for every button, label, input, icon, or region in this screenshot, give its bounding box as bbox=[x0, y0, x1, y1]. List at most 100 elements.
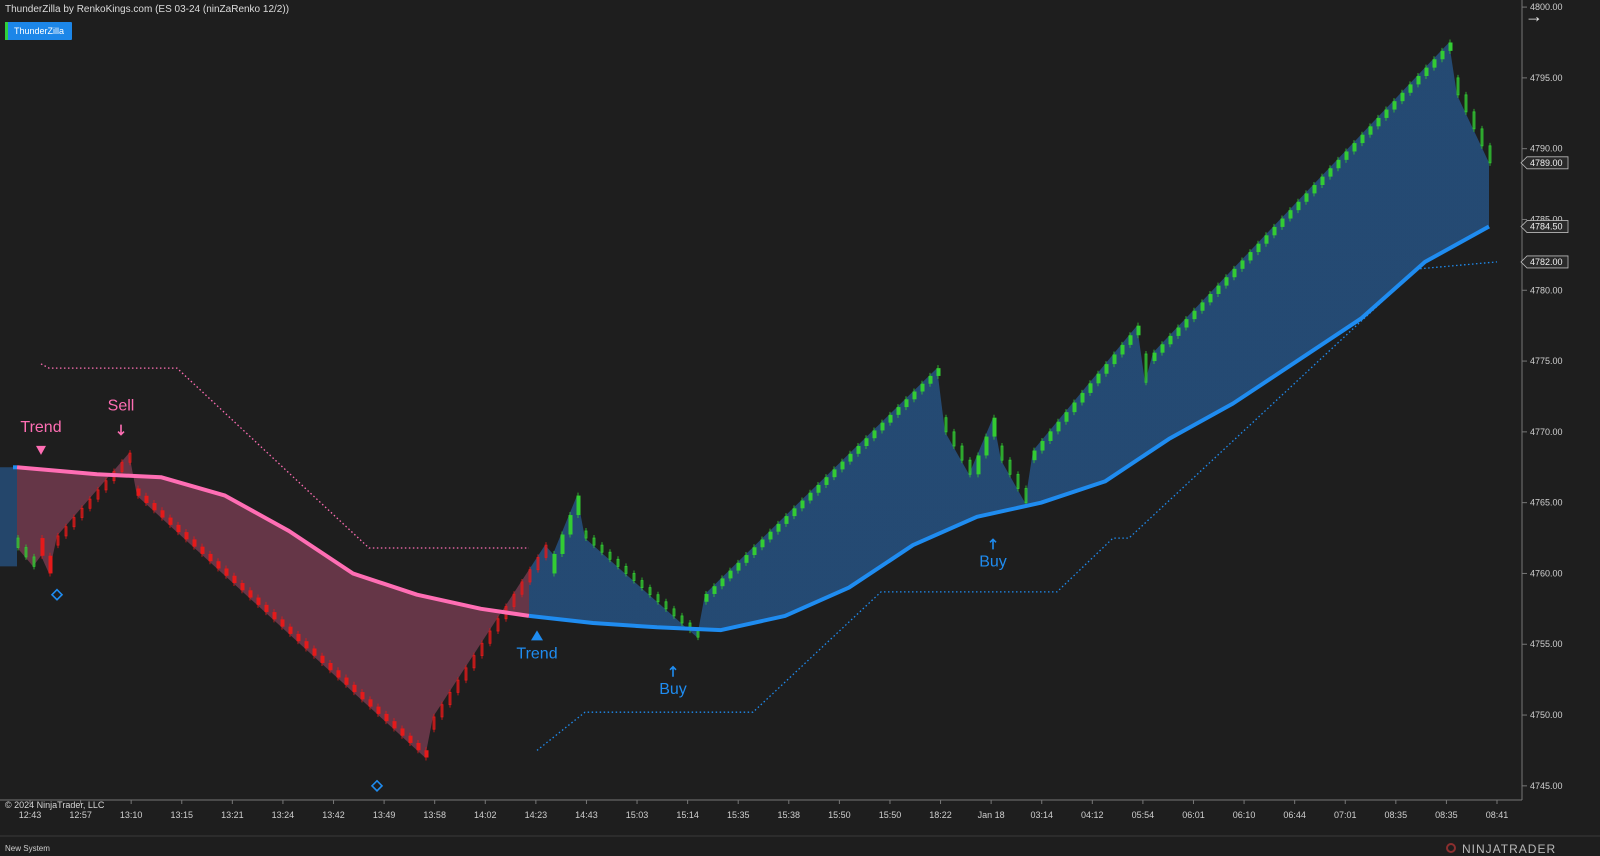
y-tick-label: 4760.00 bbox=[1530, 568, 1563, 578]
candle bbox=[1072, 402, 1077, 413]
x-tick-label: 13:21 bbox=[221, 810, 244, 820]
candle bbox=[312, 648, 317, 656]
x-tick-label: 06:01 bbox=[1182, 810, 1205, 820]
signal-label: Buy bbox=[659, 681, 687, 698]
candle bbox=[576, 495, 581, 516]
price-label-box bbox=[1520, 156, 1569, 170]
candle bbox=[1256, 243, 1261, 253]
candle bbox=[912, 391, 917, 400]
candle bbox=[48, 555, 53, 574]
indicator-badge[interactable]: ThunderZilla bbox=[5, 22, 73, 40]
x-tick-label: 08:35 bbox=[1385, 810, 1408, 820]
tab-label[interactable]: New System bbox=[5, 844, 50, 853]
candle bbox=[1056, 421, 1061, 432]
candle bbox=[32, 556, 36, 567]
candle bbox=[1296, 201, 1301, 211]
candle bbox=[288, 626, 293, 634]
candle bbox=[336, 670, 341, 678]
candle bbox=[1032, 450, 1037, 461]
candle bbox=[776, 523, 781, 532]
x-tick-label: 13:10 bbox=[120, 810, 143, 820]
candle bbox=[560, 534, 565, 554]
candle bbox=[1384, 109, 1389, 118]
candle bbox=[640, 580, 644, 589]
y-tick-label: 4765.00 bbox=[1530, 498, 1563, 508]
candle bbox=[344, 677, 349, 685]
candle bbox=[80, 507, 84, 518]
candle bbox=[1088, 383, 1093, 393]
candle bbox=[1456, 77, 1460, 96]
candle bbox=[856, 446, 861, 454]
price-label: 4784.50 bbox=[1530, 222, 1563, 232]
candle bbox=[816, 484, 821, 493]
candle bbox=[40, 538, 45, 556]
candle bbox=[592, 537, 596, 546]
x-tick-label: 13:42 bbox=[322, 810, 345, 820]
candle bbox=[64, 526, 68, 537]
candle bbox=[664, 601, 668, 610]
candle bbox=[952, 431, 956, 447]
candle bbox=[160, 510, 165, 518]
chart-title: ThunderZilla by RenkoKings.com (ES 03-24… bbox=[5, 4, 290, 15]
candle bbox=[1064, 412, 1069, 422]
candle bbox=[456, 679, 460, 693]
arrow-up-icon bbox=[669, 665, 677, 677]
candle bbox=[1440, 50, 1445, 60]
price-label-box bbox=[1520, 220, 1569, 233]
candle bbox=[784, 516, 789, 524]
candle bbox=[536, 557, 540, 571]
candle bbox=[824, 477, 829, 485]
candle bbox=[144, 495, 149, 504]
candle bbox=[424, 750, 429, 758]
arrow-right-icon[interactable]: → bbox=[1525, 6, 1543, 26]
candle bbox=[440, 704, 444, 718]
bear-stop-line bbox=[40, 363, 529, 549]
signal-label: Trend bbox=[20, 419, 61, 436]
candle bbox=[1080, 392, 1085, 403]
x-tick-label: 15:35 bbox=[727, 810, 750, 820]
x-tick-label: 08:41 bbox=[1486, 810, 1509, 820]
candle bbox=[1192, 310, 1197, 320]
candle bbox=[256, 597, 261, 605]
x-tick-label: 13:49 bbox=[373, 810, 396, 820]
candle bbox=[584, 530, 588, 539]
candle bbox=[1160, 344, 1165, 353]
candle bbox=[280, 619, 285, 627]
candle bbox=[1344, 151, 1349, 160]
y-tick-label: 4775.00 bbox=[1530, 356, 1563, 366]
triangle-down-icon bbox=[36, 445, 46, 455]
y-tick-label: 4785.00 bbox=[1530, 214, 1563, 224]
x-tick-label: 14:23 bbox=[525, 810, 548, 820]
x-tick-label: 06:10 bbox=[1233, 810, 1256, 820]
x-tick-label: 03:14 bbox=[1030, 810, 1053, 820]
candle bbox=[880, 422, 885, 431]
candle bbox=[1416, 76, 1421, 85]
price-label-box bbox=[1520, 255, 1569, 269]
candle bbox=[680, 615, 684, 624]
bull-trend-line bbox=[528, 224, 1490, 633]
candle bbox=[944, 417, 948, 433]
x-tick-label: Jan 18 bbox=[978, 810, 1005, 820]
candle bbox=[1376, 117, 1381, 127]
candle bbox=[192, 539, 197, 547]
candle bbox=[368, 699, 373, 707]
candle bbox=[1144, 353, 1148, 383]
candle bbox=[1168, 335, 1173, 345]
candle bbox=[1048, 431, 1053, 441]
x-tick-label: 13:15 bbox=[170, 810, 193, 820]
bear-trend-line bbox=[16, 465, 530, 618]
price-label: 4782.00 bbox=[1530, 257, 1563, 267]
signal-annotation: Trend bbox=[20, 419, 62, 455]
candle bbox=[1224, 277, 1229, 286]
candle bbox=[1104, 364, 1109, 374]
y-tick-label: 4750.00 bbox=[1530, 710, 1563, 720]
candle bbox=[408, 735, 413, 743]
candle bbox=[152, 503, 157, 511]
candle bbox=[56, 535, 60, 546]
candle bbox=[496, 618, 500, 632]
candle bbox=[120, 461, 124, 472]
candle bbox=[184, 532, 189, 540]
candle bbox=[1424, 67, 1429, 77]
x-tick-label: 13:58 bbox=[423, 810, 446, 820]
